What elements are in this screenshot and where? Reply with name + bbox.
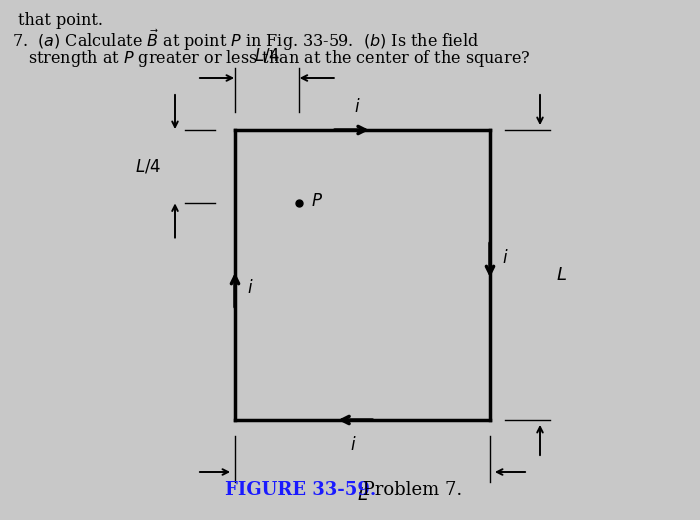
Text: $P$: $P$ bbox=[311, 191, 323, 210]
Text: $i$: $i$ bbox=[502, 249, 508, 267]
Text: $L$: $L$ bbox=[556, 266, 567, 284]
Text: strength at $P$ greater or less than at the center of the square?: strength at $P$ greater or less than at … bbox=[28, 48, 531, 69]
Text: $L/4$: $L/4$ bbox=[253, 46, 280, 64]
Text: $i$: $i$ bbox=[354, 98, 360, 116]
Text: 7.  $(a)$ Calculate $\vec{B}$ at point $P$ in Fig. 33-59.  $(b)$ Is the field: 7. $(a)$ Calculate $\vec{B}$ at point $P… bbox=[12, 28, 480, 53]
Text: $L$: $L$ bbox=[357, 486, 368, 504]
Text: $i$: $i$ bbox=[350, 436, 356, 454]
Text: $L/4$: $L/4$ bbox=[134, 157, 161, 175]
Text: $i$: $i$ bbox=[247, 279, 253, 297]
Text: FIGURE 33-59.: FIGURE 33-59. bbox=[225, 481, 377, 499]
Text: that point.: that point. bbox=[18, 12, 103, 29]
Text: Problem 7.: Problem 7. bbox=[357, 481, 462, 499]
